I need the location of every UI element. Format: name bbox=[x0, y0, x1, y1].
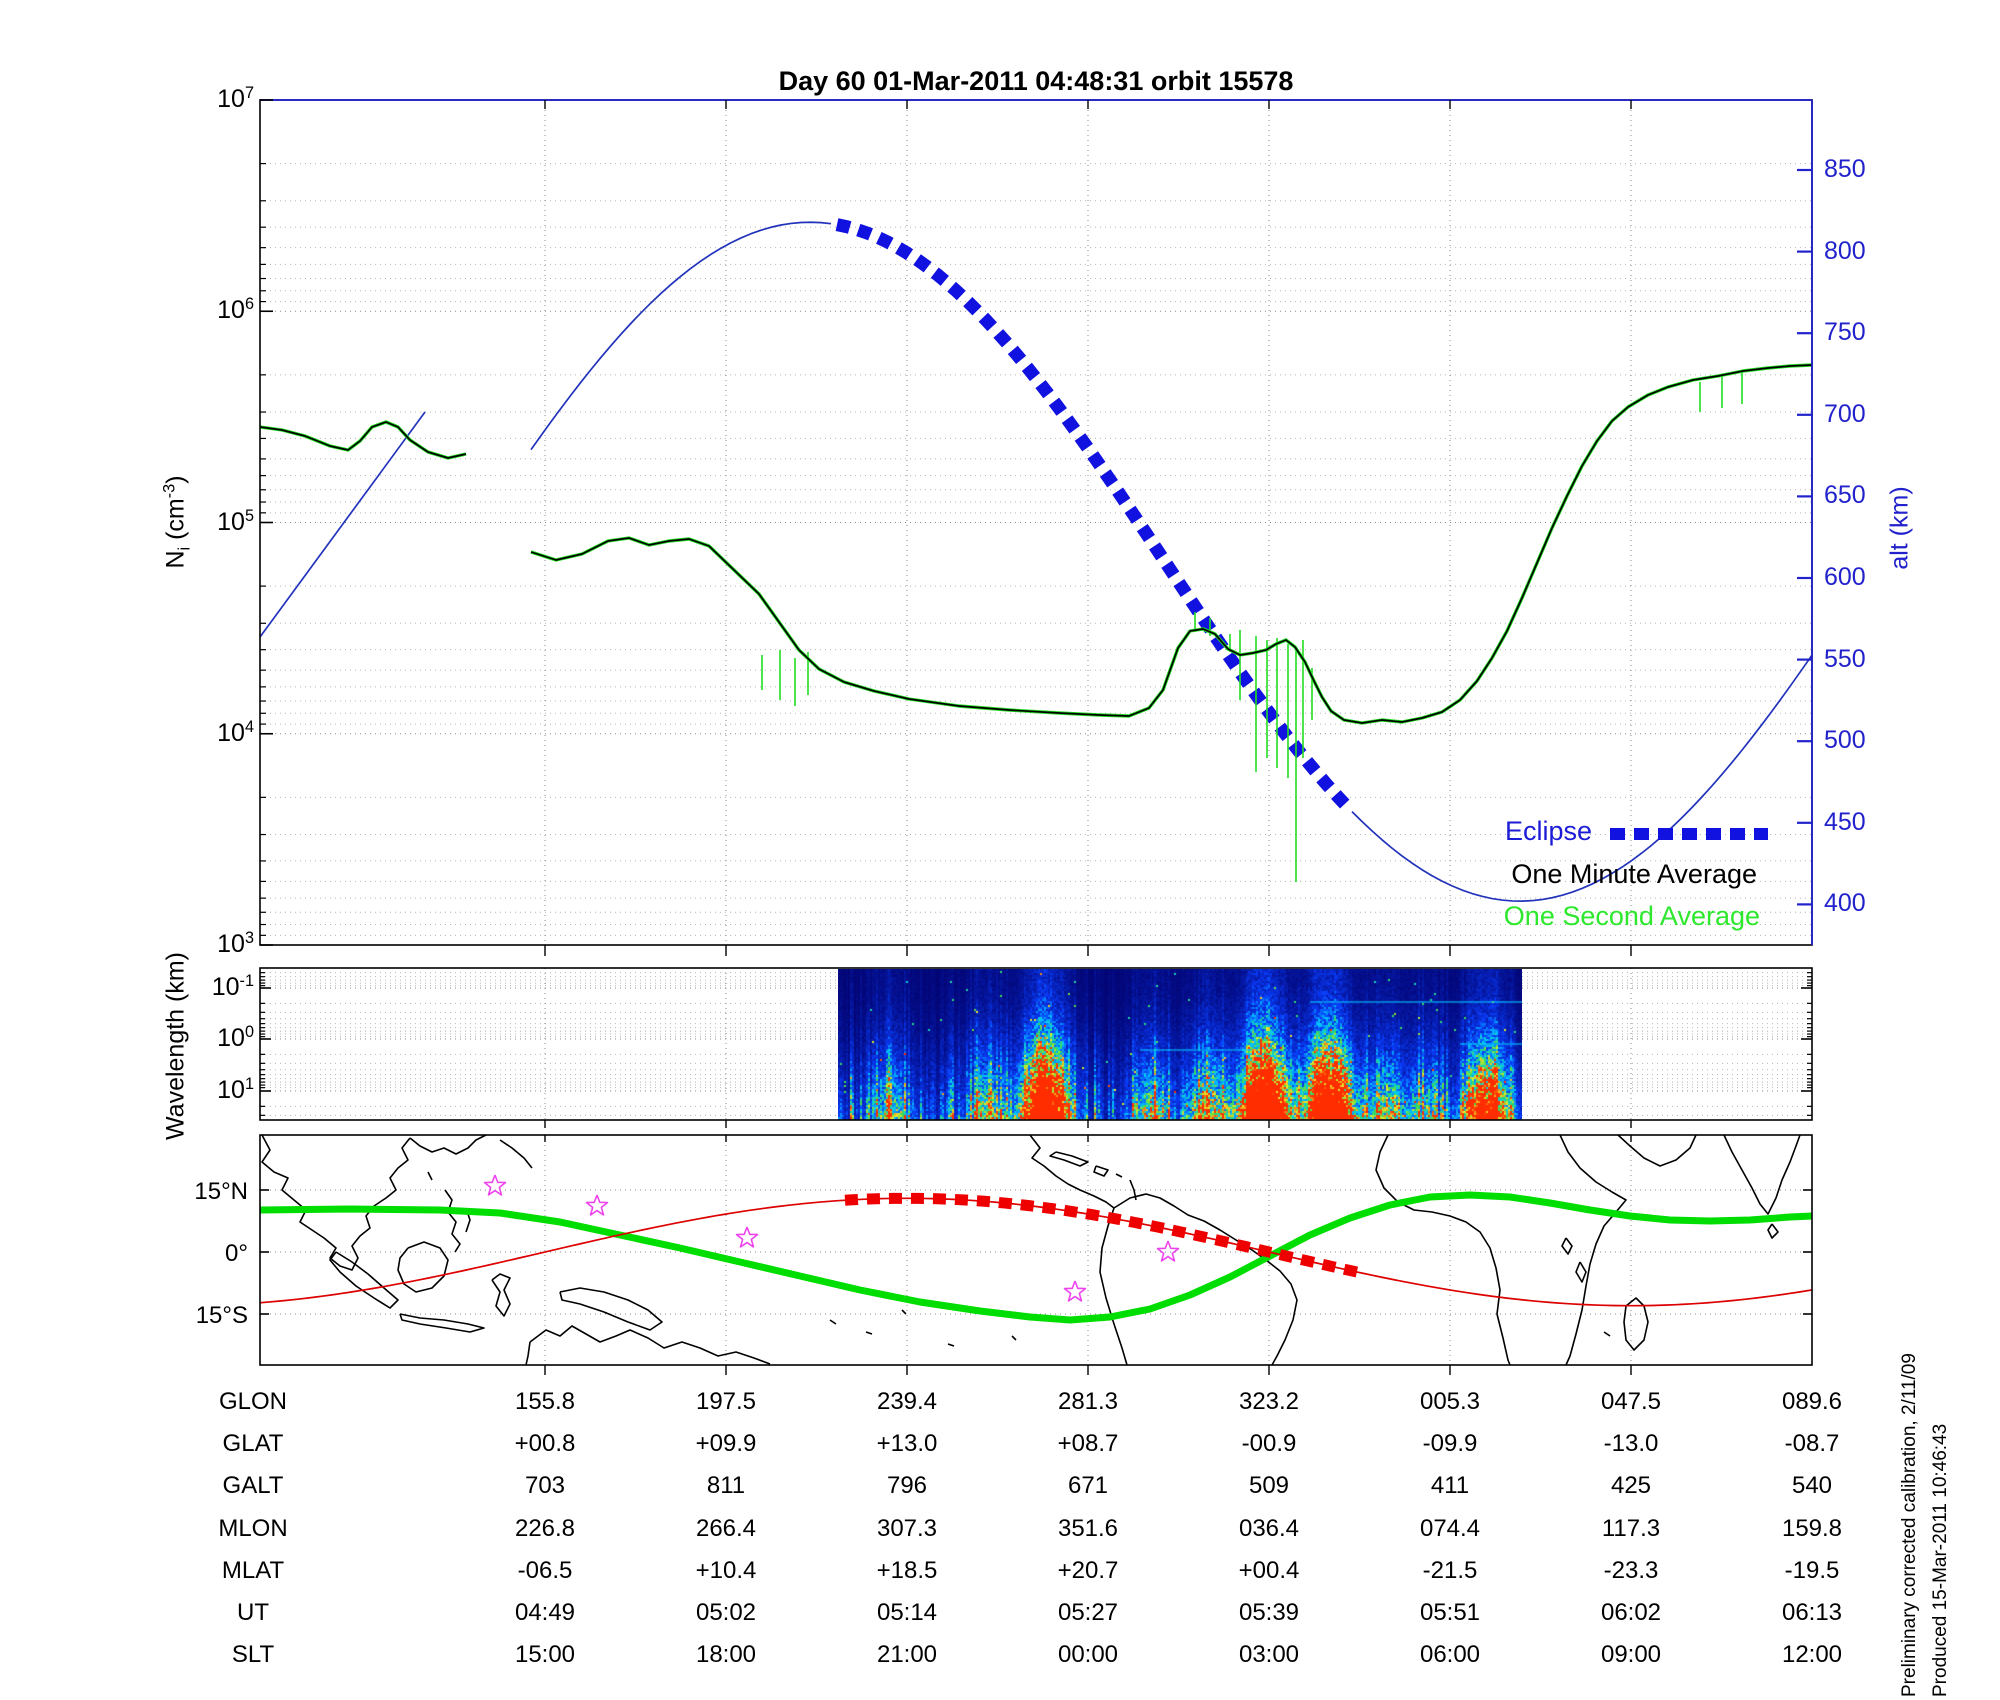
coastline bbox=[1623, 1297, 1649, 1351]
coastline bbox=[1093, 1165, 1109, 1177]
one-second-average-curve bbox=[259, 420, 467, 460]
coastline bbox=[1375, 1134, 1511, 1366]
coastline bbox=[491, 1273, 511, 1317]
altitude-eclipse-dashes bbox=[835, 218, 1352, 811]
coastline bbox=[444, 1189, 461, 1253]
wavelet-spectrogram-image bbox=[838, 969, 1522, 1120]
coastline bbox=[1617, 1134, 1697, 1167]
magnetic-equator-line bbox=[259, 1191, 1813, 1324]
coastline bbox=[1575, 1261, 1587, 1283]
coastline bbox=[399, 1313, 485, 1333]
one-minute-average-curve bbox=[530, 364, 1813, 724]
coastline bbox=[1767, 1223, 1779, 1239]
one-second-average-curve bbox=[530, 363, 1813, 725]
altitude-curve-thin bbox=[530, 221, 832, 451]
coastline bbox=[1723, 1134, 1801, 1215]
coastline bbox=[427, 1171, 433, 1181]
altitude-curve-early-segment bbox=[259, 411, 426, 638]
coastline bbox=[1099, 1207, 1128, 1366]
station-star bbox=[483, 1174, 507, 1196]
map-panel-border bbox=[259, 1134, 1813, 1366]
coastline bbox=[1603, 1331, 1611, 1337]
coastline bbox=[525, 1341, 531, 1366]
coastline bbox=[529, 1325, 771, 1365]
middle-panel-border bbox=[259, 967, 1813, 1121]
coastline bbox=[1115, 1173, 1123, 1178]
coastline bbox=[397, 1241, 449, 1293]
one-minute-average-curve bbox=[259, 421, 467, 459]
coastline bbox=[261, 1134, 411, 1271]
coastline bbox=[1029, 1134, 1115, 1209]
ground-track-line bbox=[259, 1197, 1813, 1307]
coastline bbox=[1559, 1134, 1627, 1366]
coastline bbox=[409, 1134, 487, 1155]
station-star bbox=[1063, 1280, 1087, 1302]
coastline bbox=[901, 1309, 907, 1315]
station-star bbox=[585, 1194, 609, 1216]
coastline bbox=[1561, 1237, 1573, 1255]
coastline bbox=[559, 1287, 663, 1331]
station-star bbox=[1156, 1240, 1180, 1262]
station-star bbox=[735, 1226, 759, 1248]
coastline bbox=[1049, 1151, 1089, 1167]
coastline bbox=[499, 1139, 533, 1169]
coastline bbox=[329, 1251, 399, 1309]
coastline bbox=[1011, 1335, 1017, 1341]
altitude-curve-thin bbox=[1351, 654, 1813, 902]
coastline bbox=[865, 1331, 873, 1335]
coastline bbox=[947, 1343, 955, 1347]
coastline bbox=[829, 1319, 837, 1325]
